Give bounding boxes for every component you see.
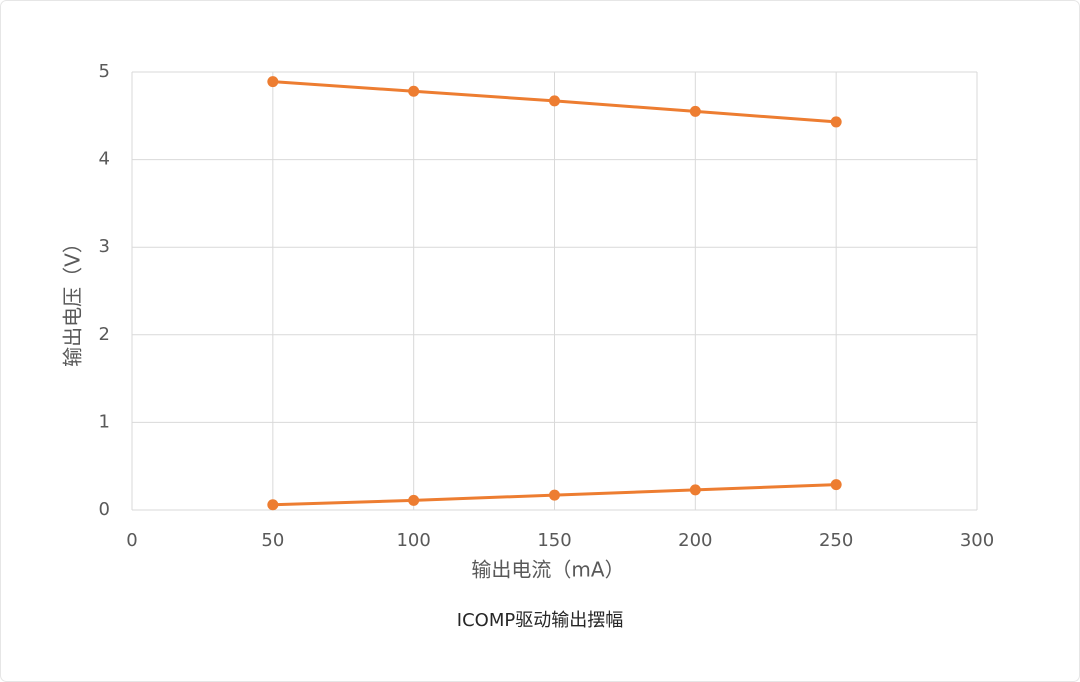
y-axis-label: 输出电压（V） [61, 233, 85, 367]
data-point [408, 494, 420, 506]
y-tick-label: 2 [99, 324, 110, 345]
x-tick-label: 300 [960, 530, 994, 551]
x-tick-label: 200 [678, 530, 712, 551]
chart-title: ICOMP驱动输出摆幅 [457, 610, 623, 631]
data-point [267, 499, 279, 511]
y-tick-label: 0 [99, 499, 110, 520]
x-tick-label: 150 [537, 530, 571, 551]
x-tick-label: 250 [819, 530, 853, 551]
data-point [408, 85, 420, 97]
y-tick-label: 1 [99, 411, 110, 432]
data-point [549, 95, 560, 107]
x-tick-label: 100 [396, 530, 430, 551]
data-point [549, 489, 560, 501]
data-point [830, 479, 842, 491]
y-tick-label: 4 [99, 149, 110, 170]
x-tick-label: 0 [126, 530, 137, 551]
x-tick-label: 50 [261, 530, 284, 551]
data-point [267, 76, 279, 88]
y-tick-label: 3 [99, 236, 110, 257]
data-point [689, 484, 701, 496]
x-axis-label: 输出电流（mA） [471, 558, 624, 582]
y-tick-label: 5 [99, 61, 110, 82]
data-point [689, 105, 701, 117]
data-point [830, 116, 842, 128]
